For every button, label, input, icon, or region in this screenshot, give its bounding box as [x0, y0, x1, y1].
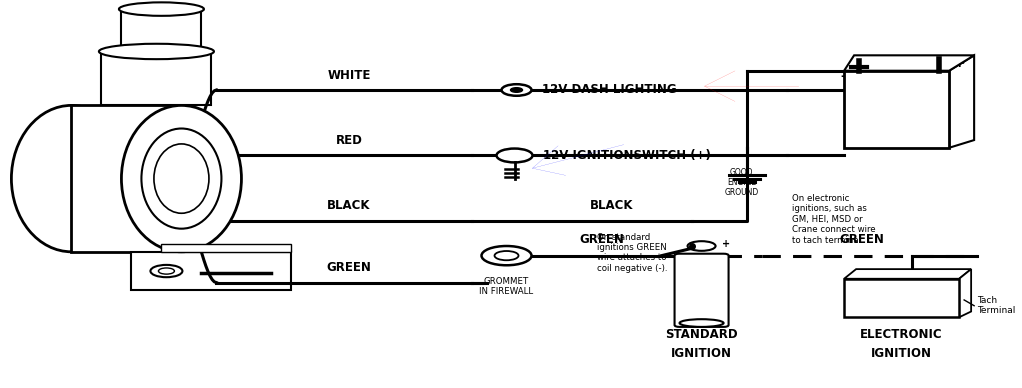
Text: +: + — [954, 56, 965, 70]
Text: COIL: COIL — [688, 285, 715, 295]
Text: WHITE: WHITE — [327, 69, 371, 81]
Text: +: + — [722, 239, 730, 249]
Text: GOOD
ENGINE
GROUND: GOOD ENGINE GROUND — [725, 168, 758, 197]
Text: ELECTRONIC: ELECTRONIC — [861, 328, 943, 341]
Ellipse shape — [119, 2, 204, 16]
FancyBboxPatch shape — [844, 71, 949, 148]
Polygon shape — [959, 269, 971, 317]
Text: GREEN: GREEN — [327, 261, 371, 274]
Ellipse shape — [122, 106, 241, 252]
Ellipse shape — [154, 144, 208, 213]
Text: 12V DASH LIGHTING: 12V DASH LIGHTING — [542, 83, 677, 97]
Circle shape — [150, 265, 183, 277]
Text: GREEN: GREEN — [579, 233, 624, 246]
Circle shape — [497, 149, 532, 163]
Circle shape — [481, 246, 531, 265]
Polygon shape — [72, 106, 182, 252]
Circle shape — [495, 251, 518, 260]
Polygon shape — [844, 55, 974, 71]
Polygon shape — [949, 55, 974, 148]
Text: Tach
Terminal: Tach Terminal — [977, 296, 1016, 315]
Text: BLACK: BLACK — [327, 199, 371, 213]
Ellipse shape — [688, 241, 715, 251]
Circle shape — [502, 84, 531, 96]
Text: GROMMET
IN FIREWALL: GROMMET IN FIREWALL — [479, 277, 533, 296]
Ellipse shape — [680, 319, 724, 327]
Text: BLACK: BLACK — [590, 199, 634, 213]
FancyBboxPatch shape — [844, 279, 959, 317]
Polygon shape — [122, 9, 201, 52]
Ellipse shape — [141, 128, 222, 229]
Text: GREEN: GREEN — [839, 233, 884, 246]
Polygon shape — [132, 252, 291, 290]
Polygon shape — [101, 52, 212, 106]
Text: IGNITION: IGNITION — [671, 347, 732, 360]
Text: -: - — [840, 70, 845, 83]
Text: On standard
ignitions GREEN
wire attaches to
coil negative (-).: On standard ignitions GREEN wire attache… — [597, 232, 667, 273]
Text: On electronic
ignitions, such as
GM, HEI, MSD or
Crane connect wire
to tach term: On electronic ignitions, such as GM, HEI… — [792, 194, 875, 244]
Text: OR: OR — [705, 260, 728, 274]
Text: RED: RED — [335, 134, 363, 147]
Text: STANDARD: STANDARD — [665, 328, 738, 341]
Polygon shape — [161, 244, 291, 252]
FancyBboxPatch shape — [675, 254, 729, 327]
Text: 12V IGNITIONSWITCH (+): 12V IGNITIONSWITCH (+) — [543, 149, 710, 162]
Text: 12V BATTERY: 12V BATTERY — [855, 104, 938, 114]
Text: IGNITION: IGNITION — [871, 347, 932, 360]
Ellipse shape — [99, 44, 214, 59]
Circle shape — [511, 88, 522, 92]
Ellipse shape — [11, 106, 132, 252]
Circle shape — [158, 268, 175, 274]
Polygon shape — [844, 269, 971, 279]
